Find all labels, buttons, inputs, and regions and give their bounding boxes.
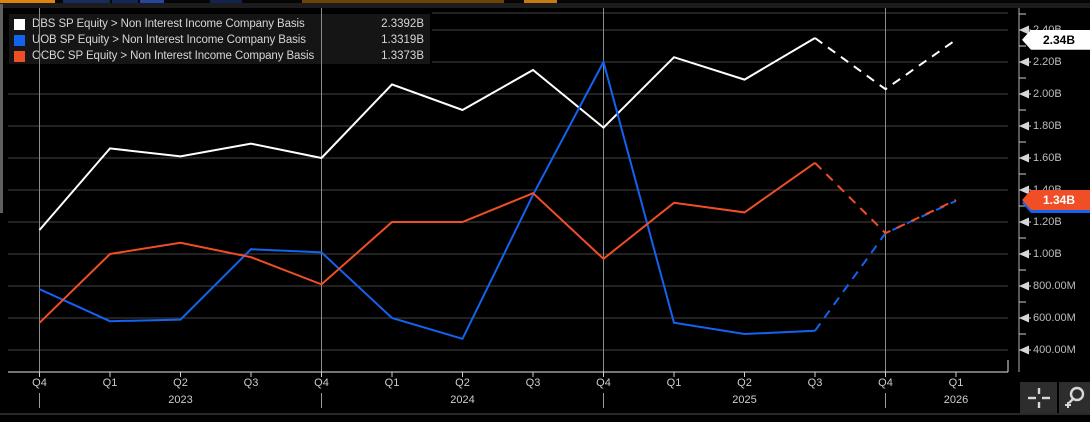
legend-item[interactable]: OCBC SP Equity > Non Interest Income Com… [9, 48, 430, 64]
series-line-solid [39, 59, 816, 340]
x-axis-quarter-label: Q1 [102, 377, 118, 389]
x-axis-quarter-label: Q3 [525, 377, 541, 389]
y-tick-arrow-icon [1019, 345, 1029, 355]
y-tick-arrow-icon [1019, 121, 1029, 131]
legend-value: 2.3392B [381, 18, 424, 30]
top-strip-segment [112, 0, 138, 3]
x-axis-quarter-label: Q2 [455, 377, 470, 389]
x-axis-quarter-label: Q2 [173, 377, 188, 389]
x-axis-quarter-label: Q4 [314, 377, 329, 389]
y-tick-arrow-icon [1019, 217, 1029, 227]
x-axis-quarter-label: Q1 [666, 377, 682, 389]
y-axis-tick-label: 600.00M [1033, 311, 1076, 324]
top-strip-segment [302, 0, 504, 3]
x-axis-quarter-label: Q2 [737, 377, 752, 389]
left-scrollbar[interactable] [0, 4, 3, 213]
y-axis-tick-label: 1.20B [1033, 215, 1062, 228]
top-strip-segment [0, 0, 55, 3]
legend-item[interactable]: UOB SP Equity > Non Interest Income Comp… [9, 32, 430, 48]
legend-value: 1.3319B [381, 34, 424, 46]
y-tick-arrow-icon [1019, 25, 1029, 35]
legend-label: DBS SP Equity > Non Interest Income Comp… [32, 18, 305, 30]
x-axis-quarter-label: Q4 [878, 377, 893, 389]
window-chrome-bar [0, 3, 1090, 8]
zoom-button[interactable] [1059, 382, 1090, 413]
series-line-dashed [814, 162, 957, 235]
top-strip-segment [63, 0, 110, 3]
legend-swatch [14, 50, 25, 62]
crosshair-button[interactable] [1020, 382, 1057, 413]
y-axis-tick-label: 400.00M [1033, 343, 1076, 356]
y-axis-tick-label: 1.60B [1033, 151, 1062, 164]
window-top-strip [0, 0, 1090, 3]
legend-label: UOB SP Equity > Non Interest Income Comp… [32, 34, 306, 46]
y-tick-arrow-icon [1019, 57, 1029, 67]
x-axis-quarter-label: Q1 [384, 377, 400, 389]
legend-label: OCBC SP Equity > Non Interest Income Com… [32, 50, 315, 62]
series-line-dashed [814, 37, 957, 91]
y-axis-tick-label: 2.20B [1033, 55, 1062, 68]
top-strip-segment [210, 0, 242, 3]
series-line-solid [38, 37, 816, 231]
dbs-last-value-badge: 2.34B [1022, 29, 1090, 50]
y-axis-tick-label: 2.00B [1033, 87, 1062, 100]
y-axis-tick-label: 1.80B [1033, 119, 1062, 132]
legend-item[interactable]: DBS SP Equity > Non Interest Income Comp… [9, 16, 430, 32]
legend-swatch [14, 34, 25, 46]
zoom-in-icon [1064, 386, 1084, 408]
top-strip-segment [140, 0, 164, 3]
crosshair-icon [1027, 387, 1050, 408]
series-line-dashed [814, 199, 957, 332]
ocbc-last-value-badge: 1.34B [1022, 190, 1090, 211]
legend-value: 1.3373B [381, 50, 424, 62]
x-axis-quarter-label: Q4 [596, 377, 611, 389]
x-axis-quarter-label: Q3 [243, 377, 259, 389]
y-axis-tick-label: 1.00B [1033, 247, 1062, 260]
x-axis-year-label: 2026 [943, 394, 969, 406]
x-axis-quarter-label: Q1 [948, 377, 964, 389]
y-tick-arrow-icon [1019, 185, 1029, 195]
y-tick-arrow-icon [1019, 153, 1029, 163]
y-tick-arrow-icon [1019, 89, 1029, 99]
x-axis-year-label: 2025 [732, 394, 757, 406]
legend: DBS SP Equity > Non Interest Income Comp… [9, 14, 430, 64]
y-tick-arrow-icon [1019, 313, 1029, 323]
series-line-solid [38, 161, 816, 324]
top-strip-segment [524, 0, 557, 3]
y-axis-tick-label: 800.00M [1033, 279, 1076, 292]
x-axis-quarter-label: Q3 [807, 377, 823, 389]
bottom-divider [0, 413, 1090, 415]
legend-swatch [14, 18, 25, 30]
y-tick-arrow-icon [1019, 249, 1029, 259]
x-axis-year-label: 2024 [450, 394, 475, 406]
y-tick-arrow-icon [1019, 281, 1029, 291]
x-axis-year-label: 2023 [168, 394, 193, 406]
x-axis-quarter-label: Q4 [32, 377, 47, 389]
